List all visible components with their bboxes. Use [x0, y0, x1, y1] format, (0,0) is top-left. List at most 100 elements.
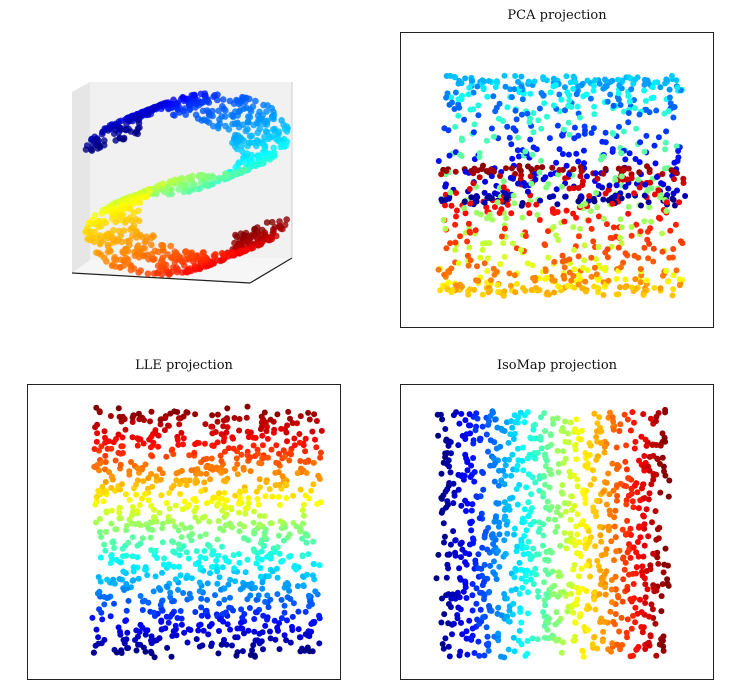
pca-point: [533, 201, 540, 208]
isomap-point: [495, 523, 502, 530]
isomap-point: [578, 521, 584, 528]
pca-point: [628, 232, 635, 239]
lle-point: [133, 491, 140, 498]
scurve-point: [159, 242, 166, 249]
pca-point: [666, 254, 673, 261]
isomap-point: [501, 499, 508, 506]
scurve-point: [246, 113, 254, 121]
lle-point: [103, 509, 110, 516]
pca-point: [549, 206, 556, 213]
lle-point: [227, 626, 234, 633]
lle-point: [242, 487, 249, 494]
isomap-point: [562, 508, 569, 515]
isomap-point: [659, 637, 666, 644]
lle-point: [171, 563, 177, 570]
isomap-point: [472, 427, 479, 434]
pca-point: [480, 85, 487, 92]
isomap-point: [514, 501, 521, 508]
lle-point: [94, 590, 101, 597]
isomap-point: [509, 451, 516, 458]
isomap-point: [561, 500, 568, 507]
lle-point: [92, 642, 99, 649]
pca-point: [572, 79, 579, 86]
pca-point: [522, 233, 529, 239]
isomap-point: [463, 635, 470, 642]
pca-point: [575, 233, 582, 240]
lle-point: [306, 648, 313, 655]
isomap-point: [443, 436, 450, 443]
isomap-point: [639, 485, 645, 492]
pca-point: [529, 151, 536, 158]
pca-point: [500, 118, 506, 124]
pca-point: [491, 190, 498, 197]
pca-point: [583, 173, 590, 180]
lle-point: [299, 507, 306, 514]
isomap-point: [635, 505, 642, 512]
pca-point: [575, 253, 582, 260]
lle-point: [236, 494, 243, 501]
lle-point: [256, 640, 263, 647]
isomap-point: [469, 592, 476, 599]
lle-point: [294, 470, 301, 477]
lle-point: [95, 634, 102, 641]
lle-point: [143, 521, 150, 528]
pca-point: [515, 78, 521, 85]
scurve-point: [111, 253, 118, 261]
isomap-point: [487, 437, 494, 444]
pca-point: [567, 79, 574, 86]
lle-point: [178, 467, 185, 474]
lle-point: [297, 458, 304, 464]
pca-point: [500, 178, 507, 185]
lle-point: [289, 623, 295, 630]
isomap-point: [560, 588, 567, 595]
isomap-point: [567, 590, 574, 597]
isomap-point: [631, 445, 638, 452]
isomap-point: [535, 588, 541, 595]
pca-point: [485, 78, 492, 84]
pca-point: [518, 83, 525, 90]
isomap-point: [479, 468, 485, 475]
isomap-point: [538, 445, 545, 452]
pca-point: [600, 215, 607, 222]
isomap-point: [466, 411, 473, 418]
lle-point: [250, 442, 257, 449]
pca-point: [671, 176, 677, 183]
lle-point: [209, 412, 216, 419]
scurve-point: [164, 251, 171, 258]
isomap-point: [574, 483, 581, 490]
lle-point: [167, 589, 174, 596]
lle-point: [101, 541, 108, 548]
pca-point: [631, 190, 638, 197]
isomap-point: [622, 531, 629, 538]
isomap-point: [555, 469, 562, 476]
pca-point: [480, 78, 487, 85]
pca-point: [637, 139, 644, 146]
lle-point: [115, 449, 122, 456]
isomap-point: [600, 628, 607, 635]
pca-point: [518, 202, 525, 209]
pca-point: [527, 136, 534, 143]
isomap-point: [614, 462, 621, 468]
scurve-3d-axes: [60, 70, 310, 300]
lle-point: [151, 551, 158, 558]
lle-point: [304, 632, 311, 639]
pca-point: [659, 230, 665, 237]
pca-point: [568, 277, 575, 284]
pca-point: [618, 240, 625, 247]
isomap-point: [646, 453, 653, 460]
lle-point: [310, 481, 317, 488]
lle-point: [163, 453, 170, 460]
lle-point: [214, 536, 221, 543]
pca-point: [490, 168, 497, 175]
isomap-point: [617, 646, 624, 653]
isomap-point: [576, 613, 583, 620]
lle-point: [128, 512, 135, 519]
lle-point: [302, 435, 309, 442]
scurve-point: [130, 222, 138, 229]
isomap-point: [594, 420, 601, 427]
lle-point: [200, 627, 207, 634]
lle-point: [176, 563, 182, 570]
scurve-point: [98, 130, 106, 138]
lle-point: [139, 414, 146, 421]
pca-point: [575, 281, 582, 288]
